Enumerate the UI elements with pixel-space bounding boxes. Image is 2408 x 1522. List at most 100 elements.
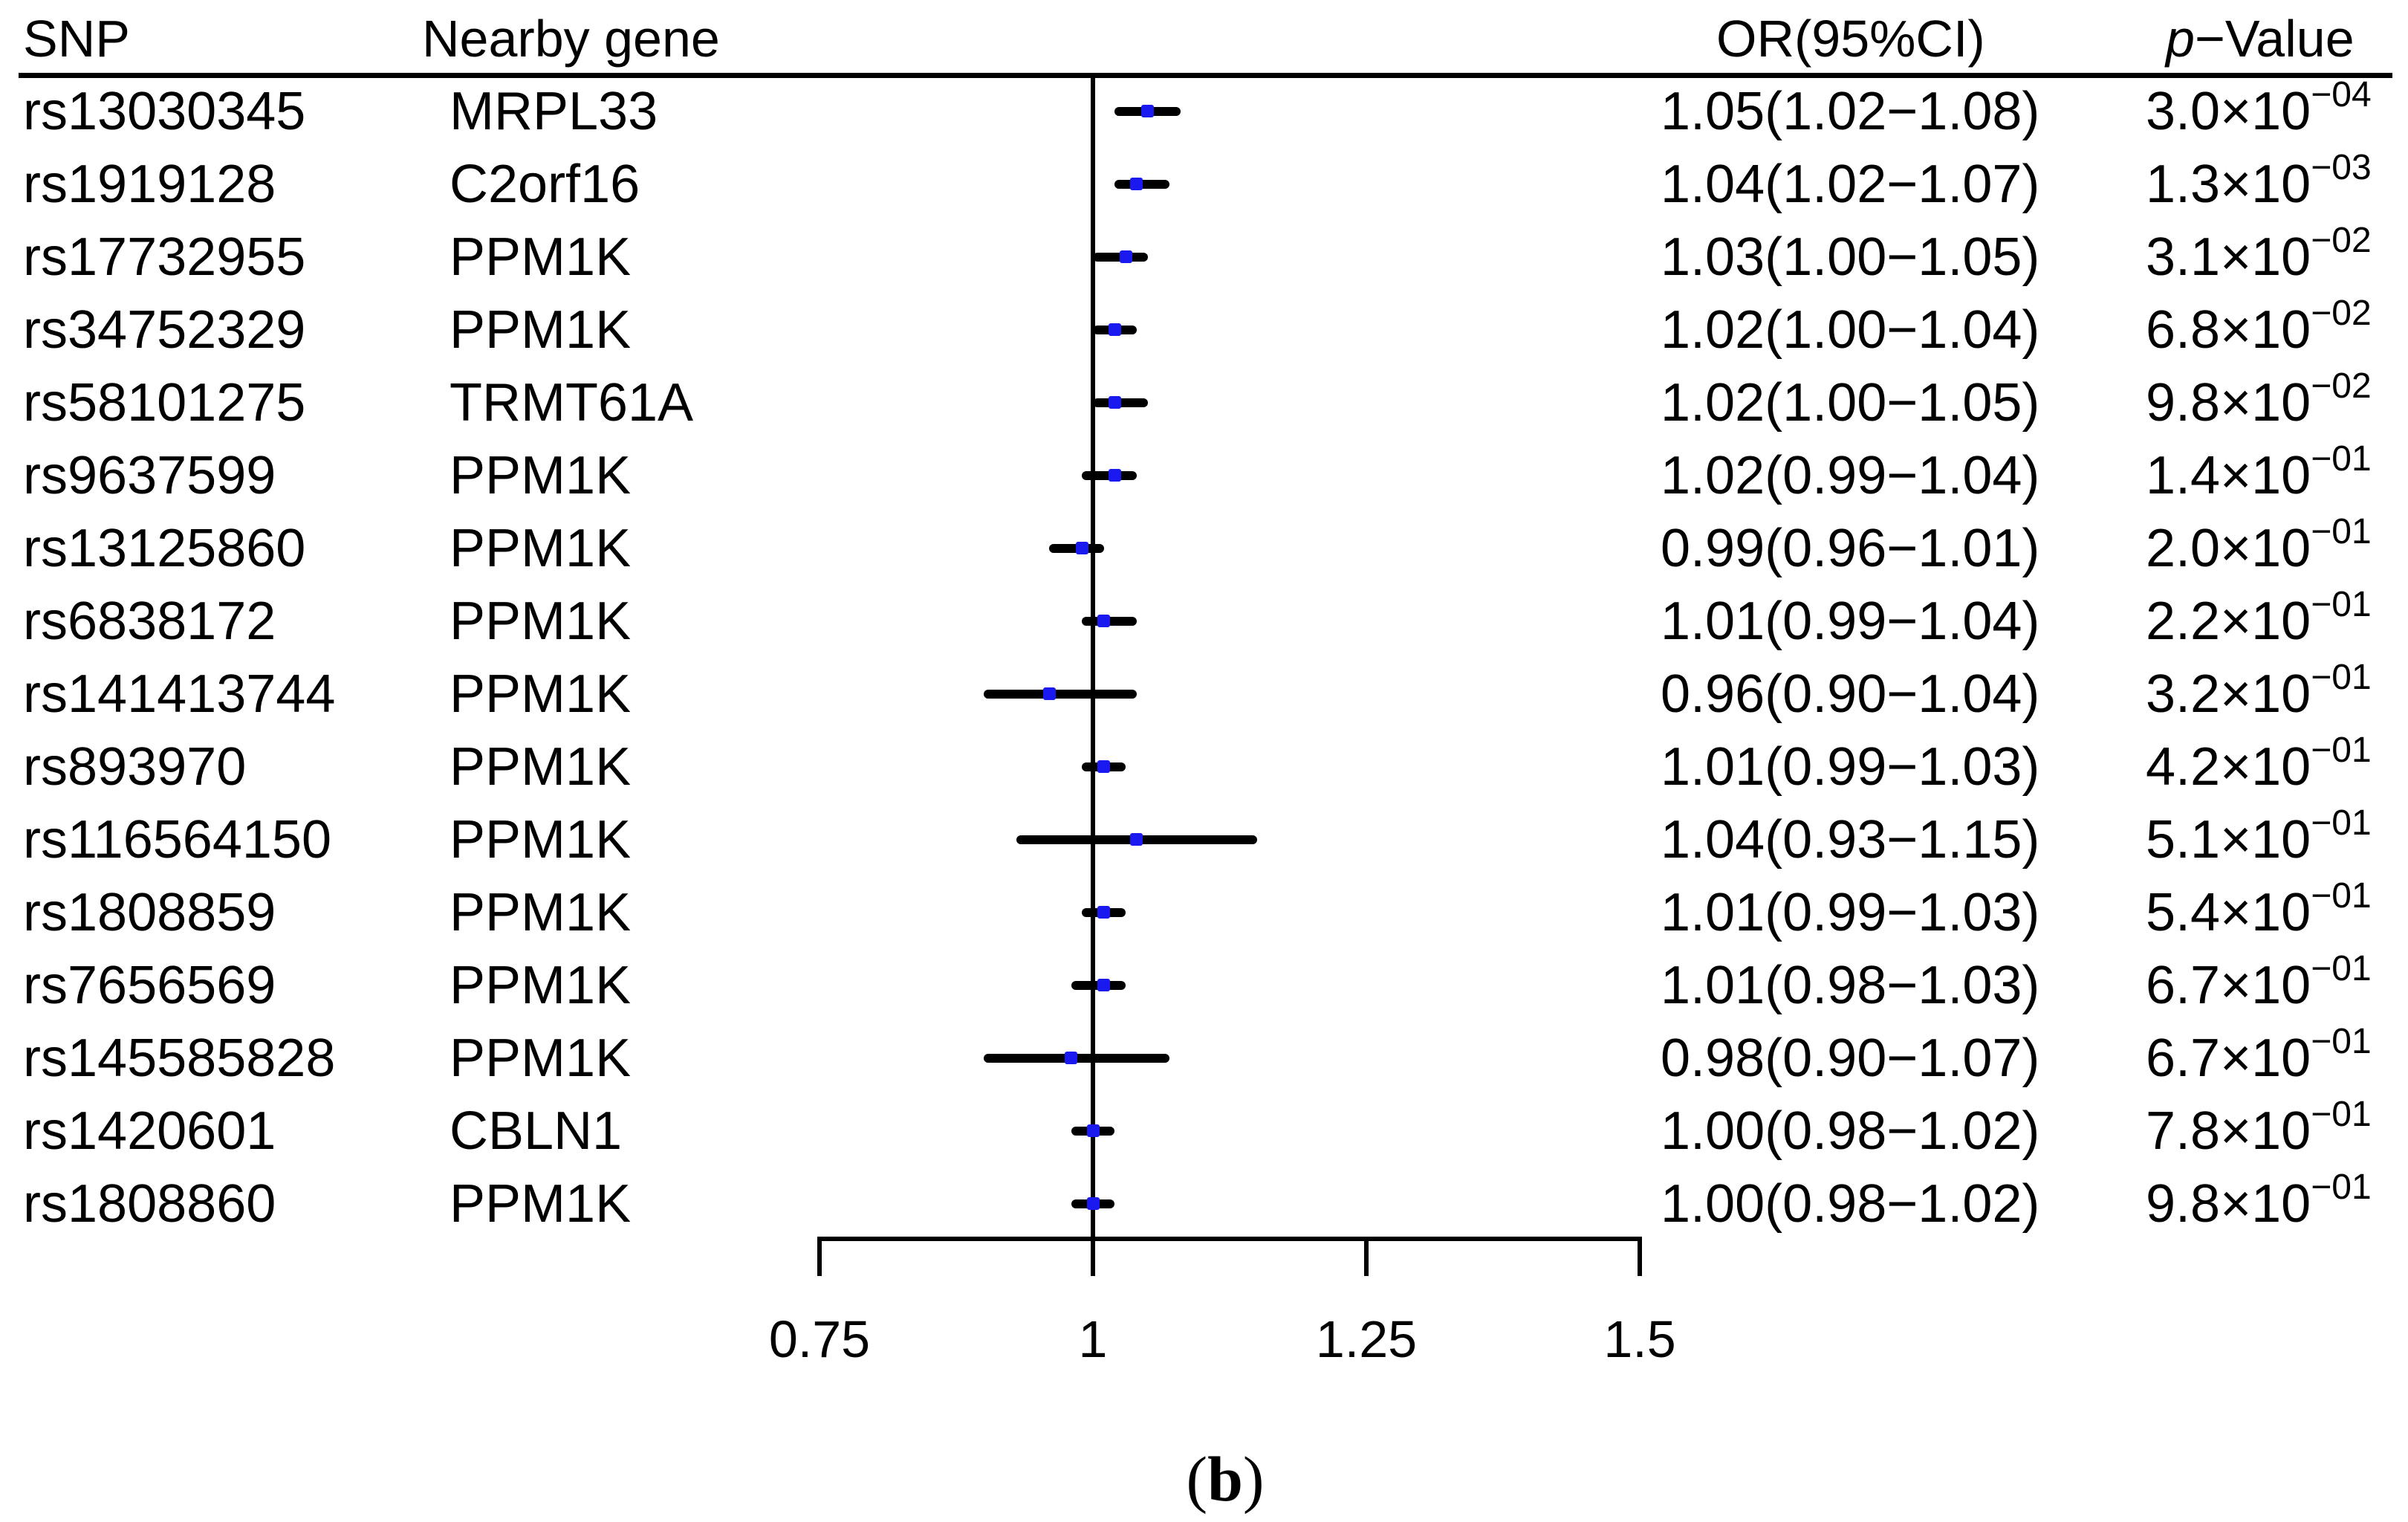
table-row: rs58101275 TRMT61A 1.02(1.00−1.05) 9.8×10 −0…: [0, 366, 2408, 439]
snp-cell: rs141413744: [23, 664, 336, 724]
p-value-mantissa: 9.8×10: [2146, 373, 2311, 433]
column-header-gene: Nearby gene: [422, 10, 720, 68]
snp-cell: rs17732955: [23, 227, 306, 287]
or-ci-cell: 1.02(1.00−1.04): [1661, 300, 2040, 360]
p-value-cell: 6.8×10 −02: [2146, 294, 2372, 360]
snp-cell: rs6838172: [23, 592, 276, 651]
or-point: [1130, 178, 1143, 190]
or-point: [1108, 469, 1121, 482]
snp-cell: rs893970: [23, 737, 247, 797]
or-point: [1097, 615, 1111, 627]
table-row: rs1808860 PPM1K 1.00(0.98−1.02) 9.8×10 −01: [0, 1168, 2408, 1240]
gene-cell: MRPL33: [450, 82, 658, 141]
or-ci-cell: 1.02(0.99−1.04): [1661, 446, 2040, 505]
gene-cell: PPM1K: [450, 883, 632, 942]
gene-cell: PPM1K: [450, 956, 632, 1015]
gene-cell: PPM1K: [450, 592, 632, 651]
or-ci-cell: 1.01(0.99−1.03): [1661, 737, 2040, 797]
p-value-mantissa: 1.4×10: [2146, 446, 2311, 505]
snp-cell: rs7656569: [23, 956, 276, 1015]
or-ci-cell: 1.01(0.99−1.03): [1661, 883, 2040, 942]
or-ci-cell: 1.00(0.98−1.02): [1661, 1174, 2040, 1234]
snp-cell: rs13030345: [23, 82, 306, 141]
x-axis-tick-label: 1.25: [1315, 1310, 1418, 1368]
p-value-cell: 5.1×10 −01: [2146, 803, 2372, 870]
p-value-cell: 2.0×10 −01: [2146, 512, 2372, 579]
p-value-cell: 6.7×10 −01: [2146, 949, 2372, 1016]
or-point: [1119, 250, 1132, 263]
snp-cell: rs58101275: [23, 373, 306, 433]
or-ci-cell: 0.98(0.90−1.07): [1661, 1029, 2040, 1088]
column-header-snp: SNP: [23, 10, 130, 68]
p-value-mantissa: 3.2×10: [2146, 664, 2311, 724]
or-point: [1108, 323, 1121, 336]
table-row: rs1420601 CBLN1 1.00(0.98−1.02) 7.8×10 −01: [0, 1095, 2408, 1168]
gene-cell: PPM1K: [450, 1174, 632, 1234]
x-axis-tick: [1638, 1237, 1642, 1276]
x-axis-tick-label: 1.5: [1603, 1310, 1676, 1368]
or-point: [1086, 1124, 1100, 1137]
snp-cell: rs1919128: [23, 155, 276, 214]
figure-caption: (b): [1077, 1433, 1374, 1522]
gene-cell: PPM1K: [450, 446, 632, 505]
table-row: rs13125860 PPM1K 0.99(0.96−1.01) 2.0×10 −01: [0, 512, 2408, 585]
or-point: [1108, 396, 1121, 409]
p-value-cell: 3.1×10 −02: [2146, 221, 2372, 288]
or-ci-cell: 1.05(1.02−1.08): [1661, 82, 2040, 141]
or-ci-cell: 1.00(0.98−1.02): [1661, 1101, 2040, 1161]
gene-cell: PPM1K: [450, 300, 632, 360]
gene-cell: TRMT61A: [450, 373, 694, 433]
p-italic-label: p: [2166, 10, 2195, 68]
snp-cell: rs34752329: [23, 300, 306, 360]
gene-cell: CBLN1: [450, 1101, 623, 1161]
snp-cell: rs116564150: [23, 810, 332, 870]
or-point: [1042, 687, 1056, 700]
or-ci-cell: 0.99(0.96−1.01): [1661, 519, 2040, 578]
gene-cell: PPM1K: [450, 1029, 632, 1088]
p-value-cell: 3.2×10 −01: [2146, 658, 2372, 725]
table-row: rs9637599 PPM1K 1.02(0.99−1.04) 1.4×10 −01: [0, 439, 2408, 512]
x-axis-tick: [1091, 1237, 1095, 1276]
reference-line: [1091, 74, 1095, 1276]
x-axis-tick-label: 1: [1078, 1310, 1108, 1368]
snp-cell: rs13125860: [23, 519, 306, 578]
header-rule: [19, 73, 2392, 78]
table-row: rs1919128 C2orf16 1.04(1.02−1.07) 1.3×10 −03: [0, 148, 2408, 221]
gene-cell: PPM1K: [450, 810, 632, 870]
or-point: [1097, 979, 1111, 991]
gene-cell: PPM1K: [450, 519, 632, 578]
or-point: [1097, 760, 1111, 773]
snp-cell: rs1808859: [23, 883, 276, 942]
x-axis-line: [817, 1237, 1642, 1241]
or-ci-cell: 0.96(0.90−1.04): [1661, 664, 2040, 724]
p-value-mantissa: 4.2×10: [2146, 737, 2311, 797]
table-row: rs6838172 PPM1K 1.01(0.99−1.04) 2.2×10 −01: [0, 585, 2408, 658]
table-row: rs893970 PPM1K 1.01(0.99−1.03) 4.2×10 −01: [0, 731, 2408, 803]
snp-cell: rs1420601: [23, 1101, 276, 1161]
or-ci-cell: 1.03(1.00−1.05): [1661, 227, 2040, 287]
table-row: rs141413744 PPM1K 0.96(0.90−1.04) 3.2×10 −01: [0, 658, 2408, 731]
column-header-or: OR(95%CI): [1716, 10, 1985, 68]
p-value-cell: 9.8×10 −02: [2146, 366, 2372, 433]
gene-cell: PPM1K: [450, 737, 632, 797]
table-row: rs34752329 PPM1K 1.02(1.00−1.04) 6.8×10 −02: [0, 294, 2408, 366]
x-axis-tick: [817, 1237, 822, 1276]
gene-cell: PPM1K: [450, 227, 632, 287]
or-point: [1097, 906, 1111, 919]
p-value-mantissa: 2.2×10: [2146, 592, 2311, 651]
caption-paren-open: (: [1186, 1443, 1208, 1515]
p-value-mantissa: 3.1×10: [2146, 227, 2311, 287]
x-axis-tick: [1364, 1237, 1369, 1276]
p-value-mantissa: 6.7×10: [2146, 956, 2311, 1015]
p-value-cell: 9.8×10 −01: [2146, 1168, 2372, 1234]
or-point: [1065, 1052, 1078, 1064]
p-value-cell: 5.4×10 −01: [2146, 876, 2372, 943]
snp-cell: rs9637599: [23, 446, 276, 505]
p-value-cell: 6.7×10 −01: [2146, 1022, 2372, 1089]
p-value-mantissa: 5.4×10: [2146, 883, 2311, 942]
caption-letter: b: [1207, 1443, 1243, 1515]
caption-paren-close: ): [1242, 1443, 1265, 1515]
p-value-mantissa: 2.0×10: [2146, 519, 2311, 578]
gene-cell: C2orf16: [450, 155, 640, 214]
